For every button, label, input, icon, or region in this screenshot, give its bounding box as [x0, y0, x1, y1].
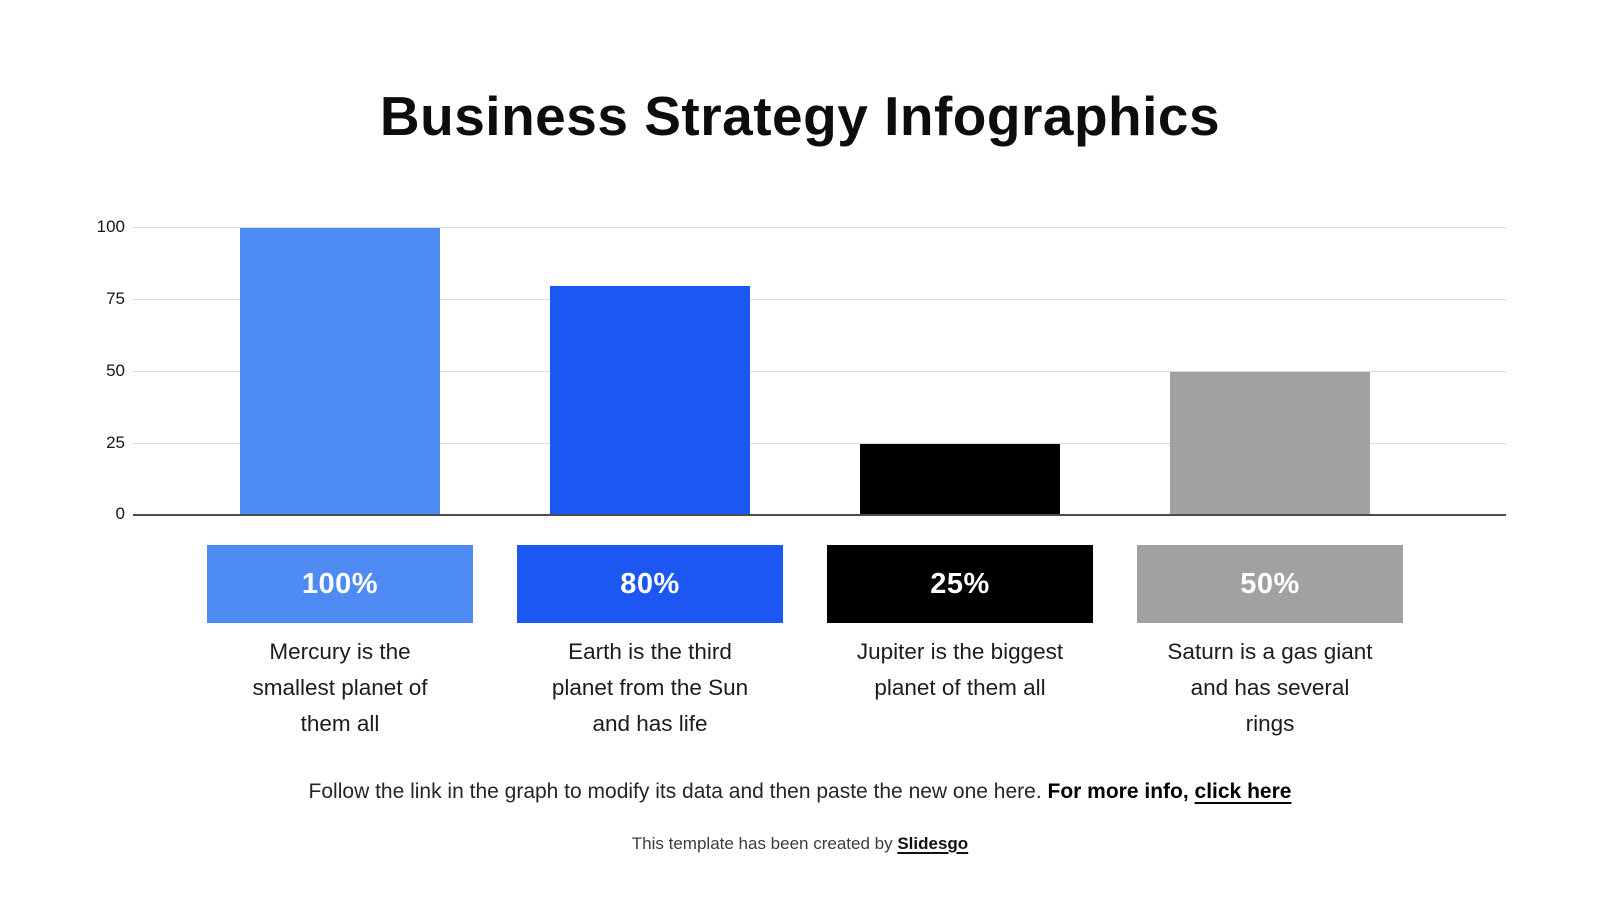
gridline-50: 50	[106, 362, 1506, 380]
bar-description-mercury: Mercury is the smallest planet of them a…	[252, 639, 428, 736]
page-title: Business Strategy Infographics	[379, 85, 1221, 147]
footer-note-text: Follow the link in the graph to modify i…	[308, 780, 1042, 803]
gridline-25: 25	[106, 434, 1506, 452]
credit-line: This template has been created by Slides…	[0, 834, 1600, 854]
footer-more-info: For more info, click here	[1048, 780, 1292, 803]
y-tick-label-100: 100	[96, 217, 125, 236]
value-box-saturn: 50%	[1137, 545, 1403, 623]
bar-earth	[550, 285, 750, 516]
y-tick-label-50: 50	[106, 361, 125, 380]
credit-text: This template has been created by	[631, 834, 893, 853]
slidesgo-link[interactable]: Slidesgo	[897, 834, 969, 853]
gridline-100: 100	[97, 218, 1506, 236]
bar-description-earth: Earth is the third planet from the Sun a…	[551, 639, 749, 736]
x-axis-baseline: 0	[116, 505, 1506, 523]
bar-description-jupiter: Jupiter is the biggest planet of them al…	[856, 639, 1064, 700]
bar-description-saturn: Saturn is a gas giant and has several ri…	[1167, 639, 1373, 736]
y-tick-label-75: 75	[106, 289, 125, 308]
bar-saturn	[1170, 372, 1370, 516]
bar-jupiter	[860, 444, 1060, 516]
bar-mercury	[240, 228, 440, 516]
descriptions-row: Mercury is the smallest planet of them a…	[185, 634, 1425, 742]
more-info-label: For more info,	[1047, 780, 1189, 803]
value-box-jupiter: 25%	[827, 545, 1093, 623]
bar-chart[interactable]: 0 25 50 75 100	[97, 218, 1506, 523]
value-box-mercury: 100%	[207, 545, 473, 623]
value-labels-row: 100% 80% 25% 50%	[185, 545, 1425, 623]
click-here-link[interactable]: click here	[1194, 780, 1292, 803]
y-tick-label-25: 25	[106, 433, 125, 452]
gridline-75: 75	[106, 290, 1506, 308]
footer-note: Follow the link in the graph to modify i…	[0, 780, 1600, 804]
y-tick-label-0: 0	[115, 504, 125, 523]
value-box-earth: 80%	[517, 545, 783, 623]
